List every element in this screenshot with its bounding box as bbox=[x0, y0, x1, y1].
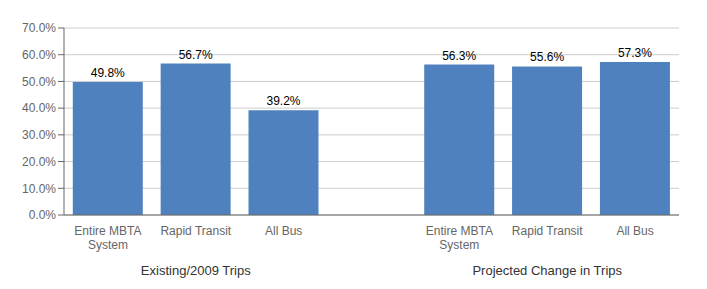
svg-text:56.3%: 56.3% bbox=[442, 49, 476, 63]
svg-text:50.0%: 50.0% bbox=[22, 75, 56, 89]
svg-text:55.6%: 55.6% bbox=[530, 50, 564, 64]
svg-text:10.0%: 10.0% bbox=[22, 182, 56, 196]
svg-text:Rapid Transit: Rapid Transit bbox=[160, 224, 231, 238]
svg-text:All Bus: All Bus bbox=[616, 224, 653, 238]
svg-text:40.0%: 40.0% bbox=[22, 101, 56, 115]
svg-text:39.2%: 39.2% bbox=[266, 94, 300, 108]
svg-text:56.7%: 56.7% bbox=[179, 48, 213, 62]
svg-text:Rapid Transit: Rapid Transit bbox=[512, 224, 583, 238]
svg-text:30.0%: 30.0% bbox=[22, 128, 56, 142]
svg-text:Projected Change in Trips: Projected Change in Trips bbox=[472, 263, 622, 278]
svg-text:Existing/2009 Trips: Existing/2009 Trips bbox=[141, 263, 251, 278]
svg-text:57.3%: 57.3% bbox=[618, 46, 652, 60]
svg-text:0.0%: 0.0% bbox=[29, 208, 57, 222]
svg-text:60.0%: 60.0% bbox=[22, 48, 56, 62]
svg-text:70.0%: 70.0% bbox=[22, 21, 56, 35]
svg-text:49.8%: 49.8% bbox=[91, 66, 125, 80]
svg-text:All Bus: All Bus bbox=[265, 224, 302, 238]
svg-text:Entire MBTASystem: Entire MBTASystem bbox=[74, 224, 141, 252]
svg-text:20.0%: 20.0% bbox=[22, 155, 56, 169]
svg-text:Entire MBTASystem: Entire MBTASystem bbox=[426, 224, 493, 252]
